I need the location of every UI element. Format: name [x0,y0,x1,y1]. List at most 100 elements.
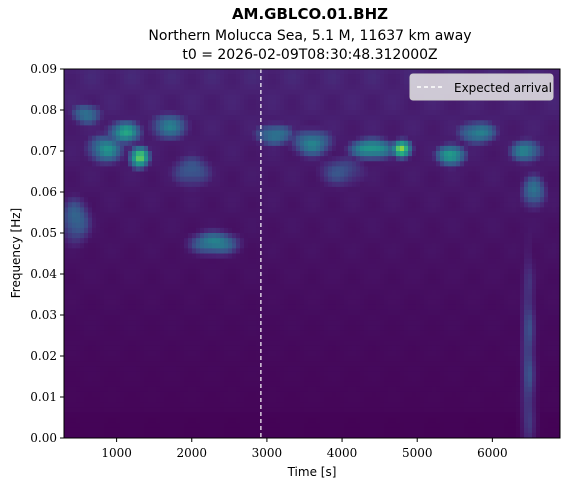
heatmap-cell [152,130,157,137]
heatmap-cell [92,397,97,403]
heatmap-cell [256,412,261,419]
heatmap-cell [168,340,173,347]
heatmap-cell [124,145,129,152]
heatmap-cell [292,376,297,383]
heatmap-cell [220,407,225,413]
heatmap-cell [244,391,249,398]
heatmap-cell [340,79,345,85]
heatmap-cell [220,356,225,362]
heatmap-cell [304,69,309,75]
heatmap-cell [76,151,81,157]
heatmap-cell [232,274,237,280]
heatmap-cell [268,135,273,142]
heatmap-cell [332,376,337,383]
heatmap-cell [248,69,253,75]
heatmap-cell [300,156,305,162]
heatmap-cell [176,130,181,137]
heatmap-cell [92,432,97,438]
heatmap-cell [196,104,201,111]
heatmap-cell [240,279,245,285]
heatmap-cell [136,376,141,383]
heatmap-cell [92,279,97,285]
heatmap-cell [200,263,205,270]
heatmap-cell [184,212,189,219]
heatmap-cell [132,99,137,106]
heatmap-cell [140,176,145,183]
heatmap-cell [200,192,205,198]
heatmap-cell [152,299,157,306]
heatmap-cell [116,84,121,91]
heatmap-cell [292,391,297,398]
heatmap-cell [332,309,337,316]
heatmap-cell [156,294,161,301]
heatmap-cell [288,340,293,347]
heatmap-cell [272,422,277,429]
heatmap-cell [268,104,273,111]
heatmap-cell [88,335,93,342]
heatmap-cell [272,371,277,378]
heatmap-cell [124,407,129,413]
heatmap-cell [208,192,213,198]
heatmap-cell [220,166,225,173]
heatmap-cell [292,407,297,413]
heatmap-cell [328,361,333,367]
heatmap-cell [224,233,229,239]
heatmap-cell [156,104,161,111]
heatmap-cell [332,412,337,419]
heatmap-cell [224,304,229,311]
heatmap-cell [244,181,249,188]
heatmap-cell [116,386,121,393]
heatmap-cell [68,222,73,229]
heatmap-cell [68,79,73,85]
heatmap-cell [100,186,105,193]
heatmap-cell [156,340,161,347]
heatmap-cell [204,391,209,398]
heatmap-cell [340,171,345,178]
heatmap-cell [276,376,281,383]
heatmap-cell [228,309,233,316]
heatmap-cell [208,79,213,85]
heatmap-cell [312,402,317,408]
heatmap-cell [276,238,281,244]
heatmap-cell [68,325,73,331]
heatmap-cell [312,104,317,111]
heatmap-cell [184,279,189,285]
heatmap-cell [272,345,277,352]
heatmap-cell [216,402,221,408]
heatmap-cell [136,350,141,357]
heatmap-cell [208,212,213,219]
heatmap-cell [276,356,281,362]
heatmap-cell [156,386,161,393]
heatmap-cell [188,294,193,301]
heatmap-cell [76,248,81,255]
heatmap-cell [116,156,121,162]
heatmap-cell [128,84,133,91]
heatmap-cell [232,294,237,301]
heatmap-cell [212,176,217,183]
heatmap-cell [212,125,217,132]
heatmap-cell [124,171,129,178]
heatmap-cell [108,222,113,229]
heatmap-cell [276,315,281,321]
heatmap-cell [216,289,221,296]
heatmap-cell [220,140,225,147]
heatmap-cell [148,330,153,337]
heatmap-cell [276,268,281,275]
heatmap-cell [280,422,285,429]
heatmap-cell [140,125,145,132]
heatmap-cell [140,340,145,347]
heatmap-cell [92,258,97,265]
heatmap-cell [112,345,117,352]
heatmap-cell [152,176,157,183]
heatmap-cell [216,197,221,203]
heatmap-cell [192,99,197,106]
heatmap-cell [276,171,281,178]
heatmap-cell [280,79,285,85]
heatmap-cell [132,222,137,229]
heatmap-cell [96,279,101,285]
heatmap-cell [120,212,125,219]
heatmap-cell [324,84,329,91]
heatmap-cell [304,274,309,280]
heatmap-cell [296,166,301,173]
heatmap-cell [260,222,265,229]
